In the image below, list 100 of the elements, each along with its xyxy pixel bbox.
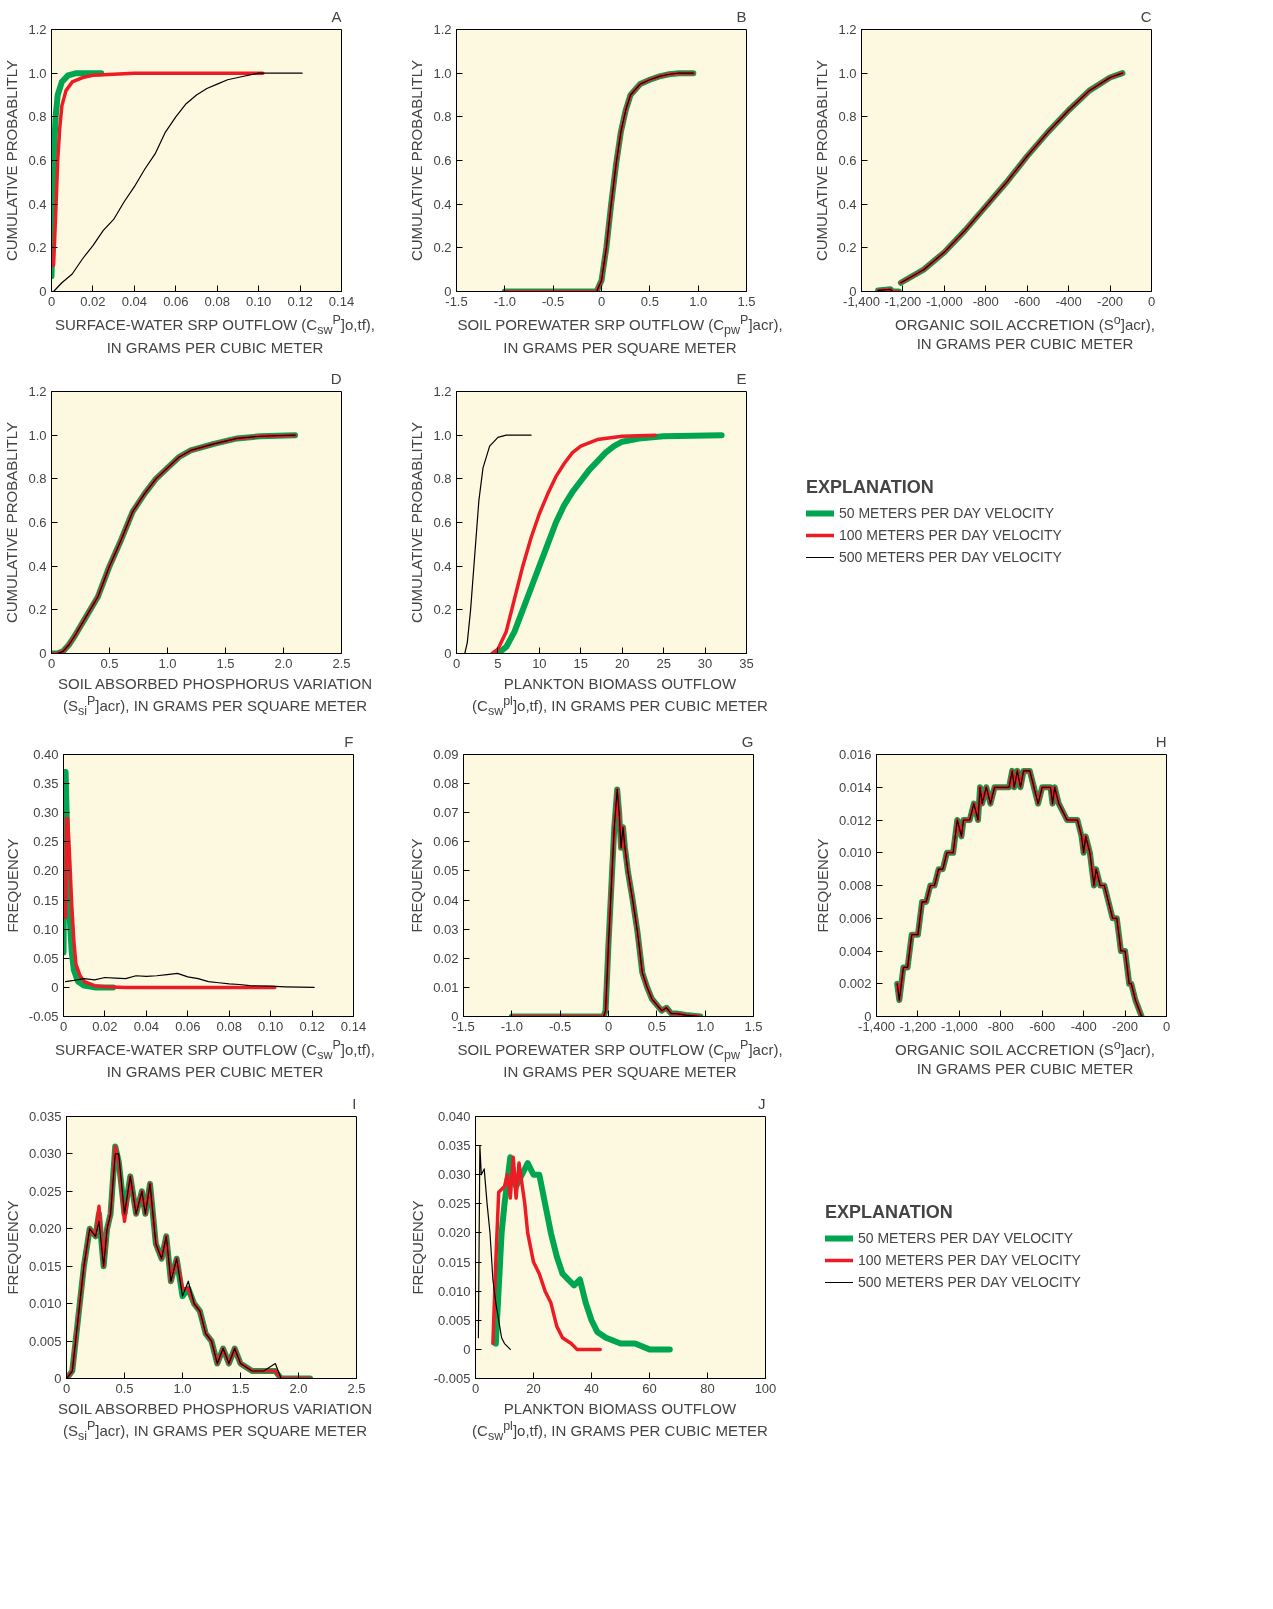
y-tick-label: 0.012	[838, 812, 872, 828]
y-tick-label: 0.07	[433, 804, 459, 820]
y-tick-label: 0.03	[433, 921, 459, 937]
y-axis-title: CUMULATIVE PROBABLITLY	[408, 422, 426, 624]
y-tick-label: 0.030	[28, 1146, 62, 1162]
x-tick-label: 0.08	[204, 293, 230, 309]
x-tick-label: 1.0	[696, 1018, 715, 1034]
x-axis-title: PLANKTON BIOMASS OUTFLOW (C$_{sw}$$^{pl}$]o,tf), IN GRAMS PER CUBIC METER	[472, 675, 768, 720]
y-tick-label: 1.2	[433, 22, 452, 37]
chart-title: J	[758, 1094, 766, 1112]
y-tick-label: 0.2	[433, 602, 452, 618]
x-tick-label: 0.04	[121, 293, 148, 309]
x-tick-label: 0.06	[175, 1018, 201, 1034]
x-tick-label: -0.5	[541, 293, 565, 309]
y-axis-title: CUMULATIVE PROBABLITLY	[3, 59, 21, 262]
x-tick-label: -1.0	[500, 1018, 524, 1034]
chart-title: F	[344, 732, 354, 750]
text: SURFACE-WATER SRP OUTFLOW (C$_{sw}$$^{P}$]o,tf), IN GRAMS PER CUBIC METER	[54, 313, 376, 356]
x-tick-label: 0.5	[100, 655, 119, 671]
y-tick-label: 0	[51, 979, 59, 995]
y-tick-label: 0.025	[437, 1196, 471, 1212]
y-tick-label: 0.020	[437, 1225, 471, 1241]
y-axis-title: CUMULATIVE PROBABLITLY	[813, 59, 831, 262]
y-tick-label: 0.25	[33, 834, 59, 850]
x-tick-label: 0	[1162, 1018, 1171, 1034]
y-tick-label: 1.0	[28, 428, 47, 444]
x-tick-label: 0.5	[115, 1380, 134, 1396]
y-tick-label: 0.006	[838, 910, 872, 926]
legend-label: 500 METERS PER DAY VELOCITY	[858, 1274, 1081, 1291]
x-axis-title: SOIL POREWATER SRP OUTFLOW (C$_{pw}$$^{P}$]acr), IN GRAMS PER SQUARE METER	[457, 1037, 783, 1083]
y-tick-label: 0.035	[437, 1138, 471, 1154]
x-tick-label: 0	[1147, 293, 1156, 309]
y-tick-label: 0.016	[838, 746, 872, 762]
x-tick-label: -200	[1112, 1018, 1139, 1034]
x-tick-label: 1.5	[231, 1380, 250, 1396]
x-tick-label: 1.5	[737, 293, 756, 309]
y-tick-label: 0.8	[433, 471, 452, 487]
text: SURFACE-WATER SRP OUTFLOW (C$_{sw}$$^{P}$]o,tf), IN GRAMS PER CUBIC METER	[54, 1037, 376, 1081]
y-tick-label: 0.8	[433, 109, 452, 125]
y-tick-label: 1.2	[433, 384, 452, 400]
x-tick-label: 0.08	[216, 1018, 242, 1034]
y-axis-title: FREQUENCY	[3, 1200, 21, 1295]
x-tick-label: -1,000	[925, 293, 963, 309]
x-tick-label: -1,200	[899, 1018, 937, 1034]
x-tick-label: -0.5	[548, 1018, 572, 1034]
x-tick-label: -1,000	[940, 1018, 978, 1034]
y-tick-label: 0.040	[437, 1109, 471, 1125]
legend-label: 500 METERS PER DAY VELOCITY	[839, 549, 1062, 566]
y-axis-title: FREQUENCY	[813, 838, 831, 933]
y-tick-label: 0.02	[433, 950, 459, 966]
x-tick-label: -600	[1014, 293, 1041, 309]
x-tick-label: 0.02	[92, 1018, 118, 1034]
x-tick-label: 1.0	[689, 293, 708, 309]
y-tick-label: 0.035	[28, 1109, 62, 1125]
chart-title: E	[736, 369, 747, 387]
y-tick-label: 0.005	[437, 1312, 471, 1328]
y-axis-title: FREQUENCY	[3, 838, 21, 933]
y-tick-label: 0.4	[28, 559, 47, 575]
x-tick-label: -800	[972, 293, 999, 309]
chart-title: C	[1140, 7, 1152, 25]
y-tick-label: 0.6	[28, 515, 47, 531]
y-tick-label: 0.020	[28, 1221, 62, 1237]
x-axis-title: SOIL POREWATER SRP OUTFLOW (C$_{pw}$$^{P}$]acr), IN GRAMS PER SQUARE METER	[457, 313, 783, 358]
y-tick-label: 0.04	[433, 892, 459, 908]
y-tick-label: 0.014	[838, 779, 872, 795]
y-tick-label: 0.015	[28, 1258, 62, 1274]
x-tick-label: 1.0	[158, 655, 177, 671]
x-tick-label: -400	[1070, 1018, 1097, 1034]
y-tick-label: 0.15	[33, 892, 59, 908]
y-tick-label: 0	[463, 1342, 471, 1358]
legend-label: 100 METERS PER DAY VELOCITY	[858, 1252, 1081, 1269]
x-tick-label: 2.0	[274, 655, 293, 671]
x-tick-label: 0.10	[245, 293, 272, 309]
x-tick-label: 0.04	[133, 1018, 160, 1034]
y-tick-label: 0.002	[838, 976, 872, 991]
y-axis-title: FREQUENCY	[408, 838, 426, 933]
x-tick-label: 20	[526, 1380, 541, 1396]
y-axis-title: FREQUENCY	[408, 1200, 426, 1295]
x-tick-label: -200	[1097, 293, 1124, 309]
y-tick-label: 0.4	[28, 196, 47, 212]
x-axis-title: PLANKTON BIOMASS OUTFLOW (C$_{sw}$$^{pl}$]o,tf), IN GRAMS PER CUBIC METER	[472, 1400, 768, 1445]
x-tick-label: 0.06	[163, 293, 189, 309]
x-tick-label: 40	[584, 1380, 599, 1396]
y-tick-label: 0.010	[838, 845, 872, 860]
y-tick-label: 0.10	[33, 921, 59, 937]
y-tick-label: 0.8	[28, 471, 47, 487]
y-tick-label: 0.6	[433, 515, 452, 531]
y-tick-label: 1.2	[838, 22, 857, 37]
y-axis-title: CUMULATIVE PROBABLITLY	[3, 422, 21, 624]
y-tick-label: -0.05	[28, 1008, 59, 1024]
y-tick-label: 0.030	[437, 1167, 471, 1183]
y-tick-label: 0.008	[838, 877, 872, 893]
x-tick-label: 0	[597, 293, 606, 309]
x-tick-label: 1.0	[173, 1380, 192, 1396]
x-tick-label: 80	[700, 1380, 715, 1396]
x-axis-title: SOIL ABSORBED PHOSPHORUS VARIATION (S$_{si}$$^{P}$]acr), IN GRAMS PER SQUARE METER	[58, 1400, 372, 1445]
chart-title: H	[1155, 732, 1167, 750]
x-tick-label: 1.5	[744, 1018, 763, 1034]
x-tick-label: -1.0	[493, 293, 517, 309]
x-tick-label: 2.5	[332, 655, 351, 671]
